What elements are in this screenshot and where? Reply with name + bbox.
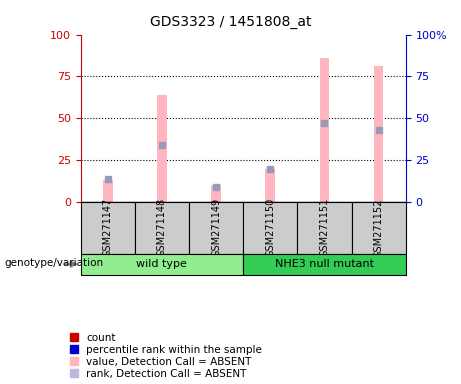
Text: NHE3 null mutant: NHE3 null mutant — [275, 259, 374, 269]
Bar — [297, 202, 352, 253]
Bar — [81, 202, 135, 253]
Bar — [243, 202, 297, 253]
Text: genotype/variation: genotype/variation — [5, 258, 104, 268]
Legend: count, percentile rank within the sample, value, Detection Call = ABSENT, rank, : count, percentile rank within the sample… — [70, 333, 262, 379]
Bar — [243, 253, 406, 275]
Bar — [266, 169, 275, 202]
Text: GDS3323 / 1451808_at: GDS3323 / 1451808_at — [150, 15, 311, 29]
Bar — [157, 95, 167, 202]
Bar — [103, 180, 112, 202]
Bar — [189, 202, 243, 253]
Bar — [319, 58, 329, 202]
Bar — [81, 253, 243, 275]
Text: GSM271149: GSM271149 — [211, 198, 221, 257]
Text: GSM271147: GSM271147 — [103, 198, 113, 257]
Bar — [211, 185, 221, 202]
Text: GSM271151: GSM271151 — [319, 198, 330, 257]
Text: GSM271152: GSM271152 — [373, 198, 384, 258]
Bar — [374, 66, 384, 202]
Text: GSM271150: GSM271150 — [265, 198, 275, 257]
Text: wild type: wild type — [136, 259, 187, 269]
Bar — [352, 202, 406, 253]
Text: GSM271148: GSM271148 — [157, 198, 167, 257]
Bar — [135, 202, 189, 253]
